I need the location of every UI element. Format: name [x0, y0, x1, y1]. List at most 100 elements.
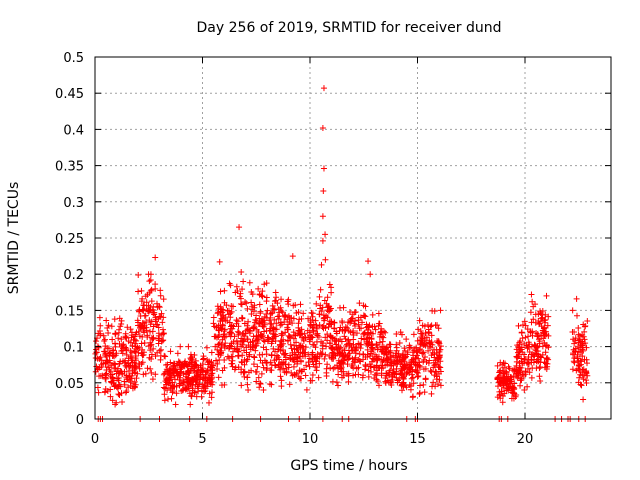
data-point: [374, 378, 381, 385]
data-point: [313, 367, 320, 374]
data-point: [328, 334, 335, 341]
data-point: [184, 368, 191, 375]
data-point: [277, 366, 284, 373]
data-point: [244, 322, 251, 329]
data-point: [360, 372, 367, 379]
data-point: [249, 291, 256, 298]
data-point: [343, 341, 350, 348]
data-point: [105, 363, 112, 370]
x-tick-label: 20: [517, 432, 534, 447]
data-point: [244, 305, 251, 312]
data-point: [251, 304, 258, 311]
data-point: [258, 292, 265, 299]
data-point: [373, 341, 380, 348]
data-point: [143, 299, 150, 306]
data-point: [208, 394, 215, 401]
data-point: [376, 364, 383, 371]
data-point: [502, 360, 509, 367]
data-point: [206, 390, 213, 397]
data-point: [122, 357, 129, 364]
data-point: [260, 387, 267, 394]
data-point: [583, 356, 590, 363]
data-point: [148, 286, 155, 293]
data-point: [506, 365, 513, 372]
data-point: [214, 310, 221, 317]
data-point: [308, 309, 315, 316]
data-point: [525, 354, 532, 361]
data-point: [437, 382, 444, 389]
data-point: [536, 365, 543, 372]
data-point: [416, 389, 423, 396]
data-point: [132, 363, 139, 370]
data-point: [226, 329, 233, 336]
data-point: [290, 329, 297, 336]
data-point: [521, 359, 528, 366]
data-point: [215, 341, 222, 348]
data-point: [342, 324, 349, 331]
data-point: [141, 322, 148, 329]
data-point: [542, 349, 549, 356]
data-point: [148, 298, 155, 305]
data-point: [508, 376, 515, 383]
data-point: [111, 340, 118, 347]
data-point: [580, 366, 587, 373]
data-point: [255, 285, 262, 292]
data-point: [322, 334, 329, 341]
data-point: [525, 333, 532, 340]
data-point: [534, 356, 541, 363]
data-point: [344, 361, 351, 368]
data-point: [317, 302, 324, 309]
data-point: [331, 325, 338, 332]
data-point: [291, 351, 298, 358]
data-point: [500, 359, 507, 366]
data-point: [530, 316, 537, 323]
data-point: [171, 367, 178, 374]
data-point: [367, 368, 374, 375]
data-point: [260, 364, 267, 371]
data-point: [277, 373, 284, 380]
data-point: [278, 308, 285, 315]
data-point: [215, 374, 222, 381]
data-point: [536, 321, 543, 328]
data-point: [158, 338, 165, 345]
data-point: [319, 340, 326, 347]
data-point: [529, 332, 536, 339]
data-point: [157, 292, 164, 299]
data-point: [115, 335, 122, 342]
data-point: [319, 124, 326, 131]
data-point: [206, 399, 213, 406]
data-point: [238, 382, 245, 389]
data-point: [544, 355, 551, 362]
data-point: [158, 310, 165, 317]
data-point: [271, 316, 278, 323]
data-point: [367, 350, 374, 357]
data-point: [503, 381, 510, 388]
data-point: [165, 396, 172, 403]
data-point: [329, 378, 336, 385]
data-point: [237, 295, 244, 302]
data-point: [574, 358, 581, 365]
data-point: [258, 333, 265, 340]
data-point: [224, 307, 231, 314]
data-point: [364, 331, 371, 338]
data-point: [365, 341, 372, 348]
data-point: [516, 339, 523, 346]
data-point: [360, 312, 367, 319]
data-point: [125, 376, 132, 383]
data-point: [267, 320, 274, 327]
data-point: [436, 376, 443, 383]
data-point: [239, 286, 246, 293]
data-point: [244, 381, 251, 388]
data-point: [140, 320, 147, 327]
data-point: [569, 307, 576, 314]
data-point: [120, 341, 127, 348]
data-point: [536, 373, 543, 380]
data-point: [528, 291, 535, 298]
data-point: [137, 324, 144, 331]
data-point: [149, 376, 156, 383]
data-point: [345, 370, 352, 377]
data-point: [416, 359, 423, 366]
data-point: [431, 346, 438, 353]
data-point: [237, 290, 244, 297]
data-point: [173, 390, 180, 397]
